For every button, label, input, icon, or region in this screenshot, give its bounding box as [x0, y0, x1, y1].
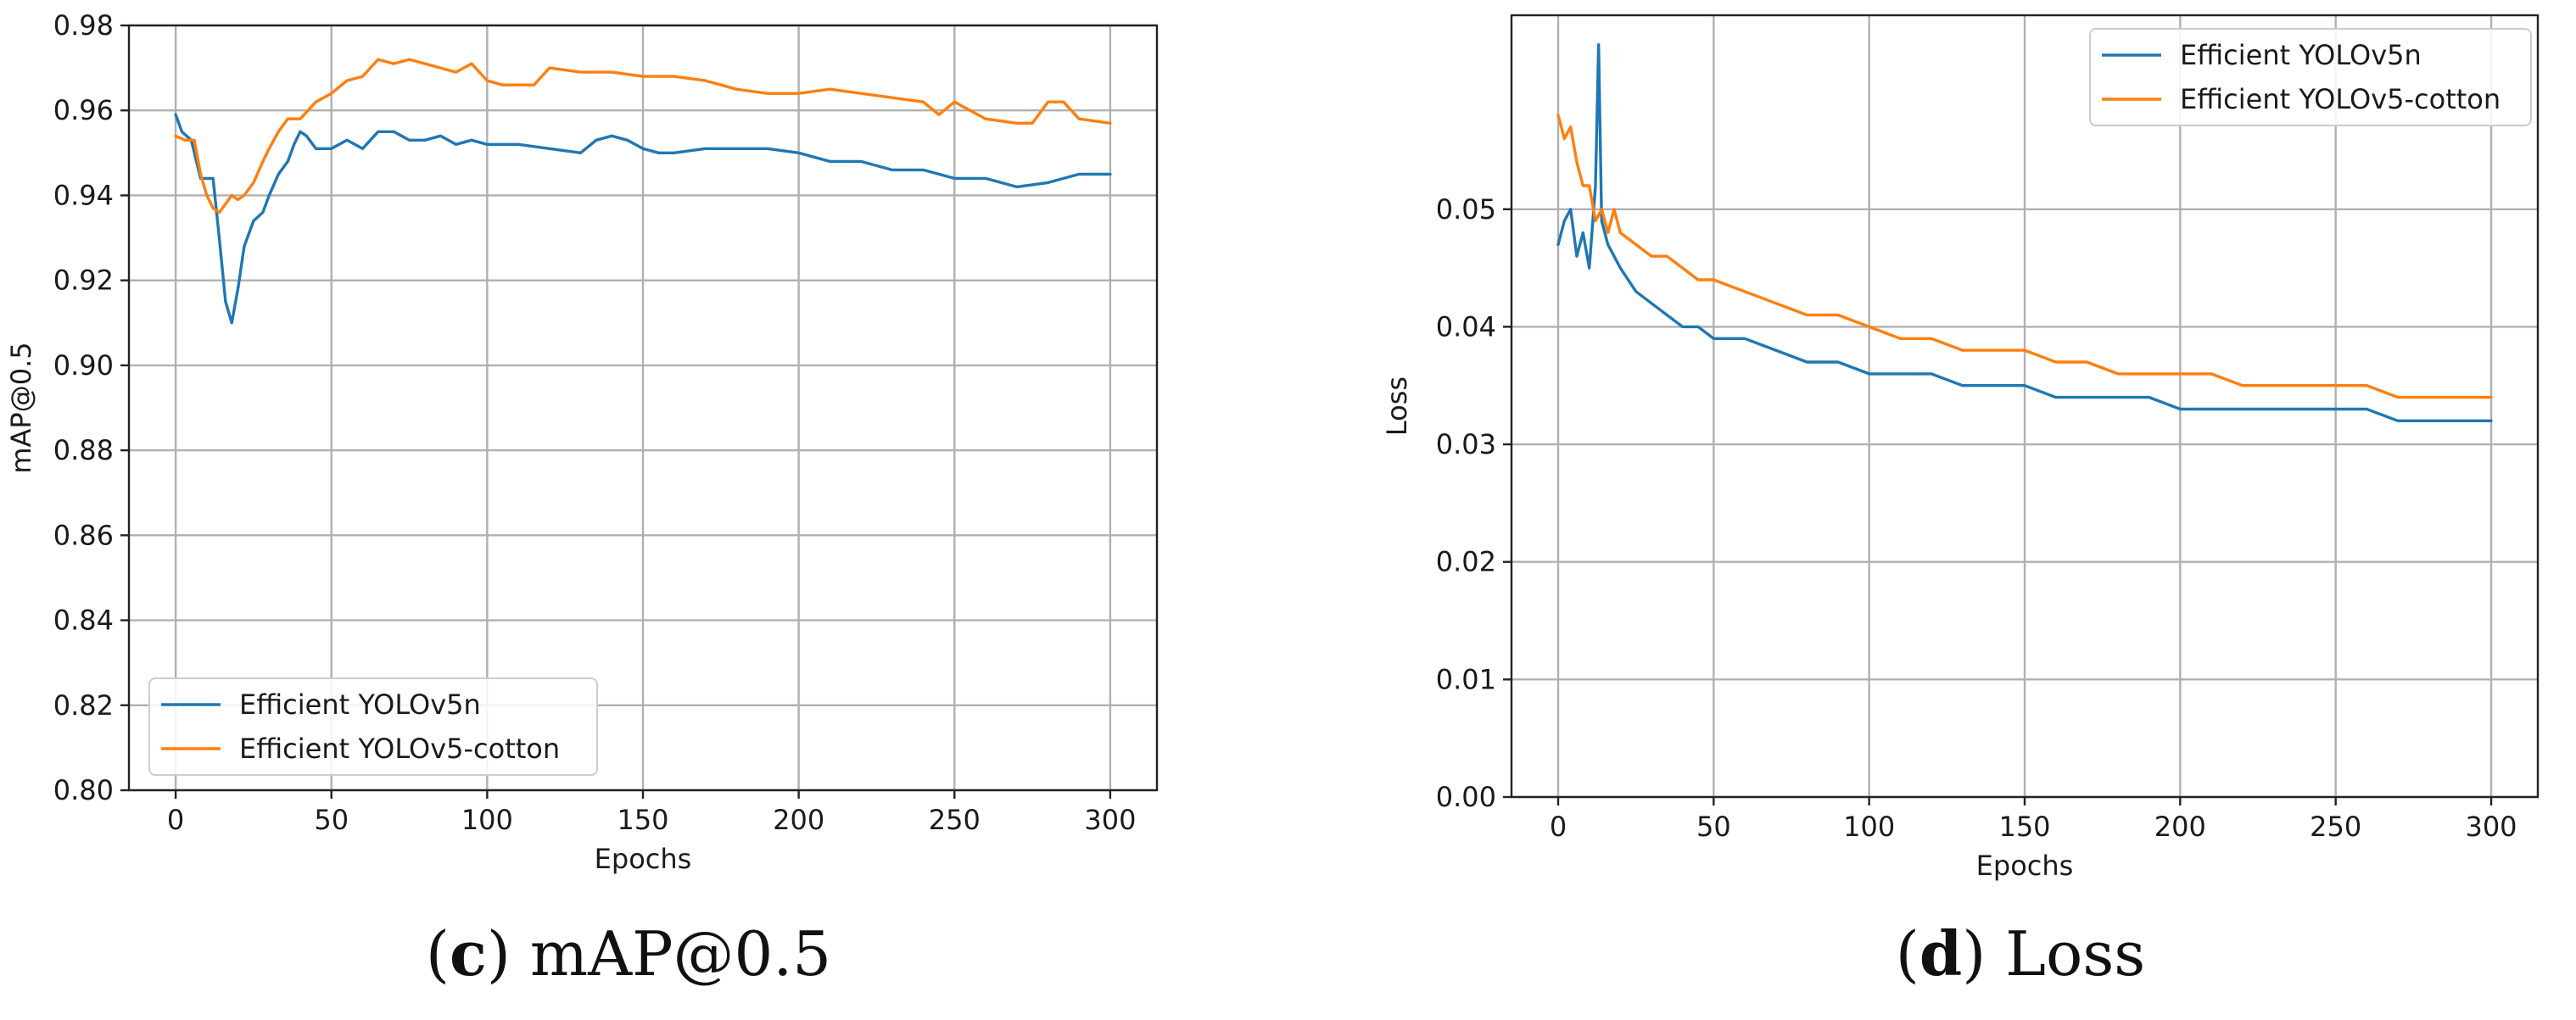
map-ytick-label-3: 0.86 — [53, 519, 114, 551]
loss-xtick-label-2: 100 — [1843, 811, 1895, 843]
caption-map-letter: c — [450, 917, 487, 989]
map-xtick-label-3: 150 — [617, 804, 668, 836]
loss-series-line-1 — [1556, 114, 2493, 399]
loss-ytick-label-4: 0.04 — [1436, 310, 1496, 343]
loss-ytick-label-0: 0.00 — [1436, 781, 1496, 813]
loss-xtick-label-5: 250 — [2310, 811, 2361, 843]
map-ytick-label-6: 0.92 — [53, 265, 114, 297]
loss-chart: 0 50 100 150 200 250 300 0.00 0.01 0.02 0.03 0.04 0.… — [1381, 14, 2540, 882]
map-xtick-label-4: 200 — [773, 804, 824, 836]
loss-xtick-label-4: 200 — [2154, 811, 2206, 843]
map-legend — [148, 677, 598, 776]
map-xtick-label-1: 50 — [314, 804, 349, 836]
caption-map: (c) mAP@0.5 — [426, 917, 831, 989]
loss-ytick-label-3: 0.03 — [1436, 428, 1496, 460]
map-xtick-label-5: 250 — [929, 804, 981, 836]
map-ytick-label-0: 0.80 — [53, 774, 114, 806]
map-legend-label-0: Efficient YOLOv5n — [239, 688, 481, 721]
loss-xtick-label-1: 50 — [1696, 811, 1731, 843]
map-xtick-label-0: 0 — [167, 804, 184, 836]
loss-legend-label-1: Efficient YOLOv5-cotton — [2180, 83, 2501, 115]
caption-map-text: mAP@0.5 — [511, 918, 831, 989]
map-chart: 0 50 100 150 200 250 300 0.80 0.82 0.84 0.86 0.88 0.… — [5, 9, 1159, 875]
map-series-line-0 — [174, 113, 1112, 325]
map-ytick-label-5: 0.90 — [53, 349, 114, 382]
loss-y-axis-label: Loss — [1381, 376, 1413, 436]
caption-loss-text: Loss — [1986, 918, 2145, 989]
map-ytick-label-4: 0.88 — [53, 434, 114, 466]
map-ytick-label-1: 0.82 — [53, 689, 114, 722]
loss-x-axis-label: Epochs — [1976, 850, 2074, 882]
map-y-axis-label: mAP@0.5 — [5, 342, 37, 473]
map-x-axis-label: Epochs — [595, 843, 692, 875]
map-ytick-label-7: 0.94 — [53, 179, 114, 211]
map-ytick-label-2: 0.84 — [53, 605, 114, 637]
map-series-line-1 — [174, 58, 1112, 215]
loss-series-line-0 — [1556, 43, 2493, 422]
loss-ytick-label-5: 0.05 — [1436, 193, 1496, 226]
map-ytick-label-9: 0.98 — [53, 9, 114, 42]
caption-loss-letter: d — [1919, 917, 1962, 989]
map-xtick-label-6: 300 — [1084, 804, 1136, 836]
map-ytick-label-8: 0.96 — [53, 94, 114, 126]
loss-xtick-label-0: 0 — [1550, 811, 1567, 843]
loss-xtick-label-6: 300 — [2465, 811, 2517, 843]
map-xtick-label-2: 100 — [461, 804, 513, 836]
loss-xtick-label-3: 150 — [1998, 811, 2050, 843]
loss-legend — [2089, 28, 2532, 126]
caption-loss: (d) Loss — [1896, 917, 2145, 989]
loss-ytick-label-2: 0.02 — [1436, 546, 1496, 578]
loss-ytick-label-1: 0.01 — [1436, 663, 1496, 695]
loss-legend-label-0: Efficient YOLOv5n — [2180, 39, 2422, 71]
map-legend-label-1: Efficient YOLOv5-cotton — [239, 733, 560, 765]
